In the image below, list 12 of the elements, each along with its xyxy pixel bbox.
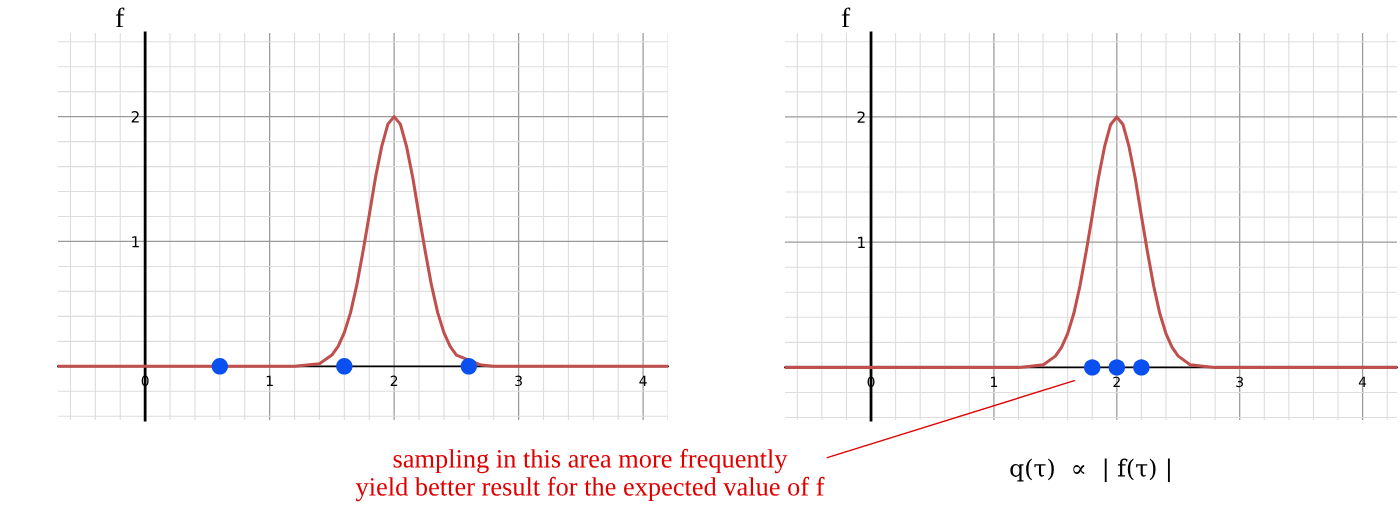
y-axis-title: f: [115, 7, 125, 28]
x-tick-label: 3: [515, 375, 522, 387]
x-tick-label: 1: [991, 376, 998, 387]
text: sampling in this area more frequently yield better result for the expected value of f: [355, 448, 825, 502]
y-axis-title: f: [841, 7, 851, 28]
x-tick-label: 2: [1113, 376, 1120, 387]
x-tick-label: 3: [1236, 376, 1243, 388]
x-tick-label: 4: [639, 375, 647, 386]
x-axis-title: q(τ) ∝ | f(τ) |: [1010, 458, 1170, 483]
x-tick-label: 1: [266, 375, 273, 386]
x-tick-label: 2: [390, 375, 398, 386]
x-tick-label: 4: [1358, 376, 1367, 387]
